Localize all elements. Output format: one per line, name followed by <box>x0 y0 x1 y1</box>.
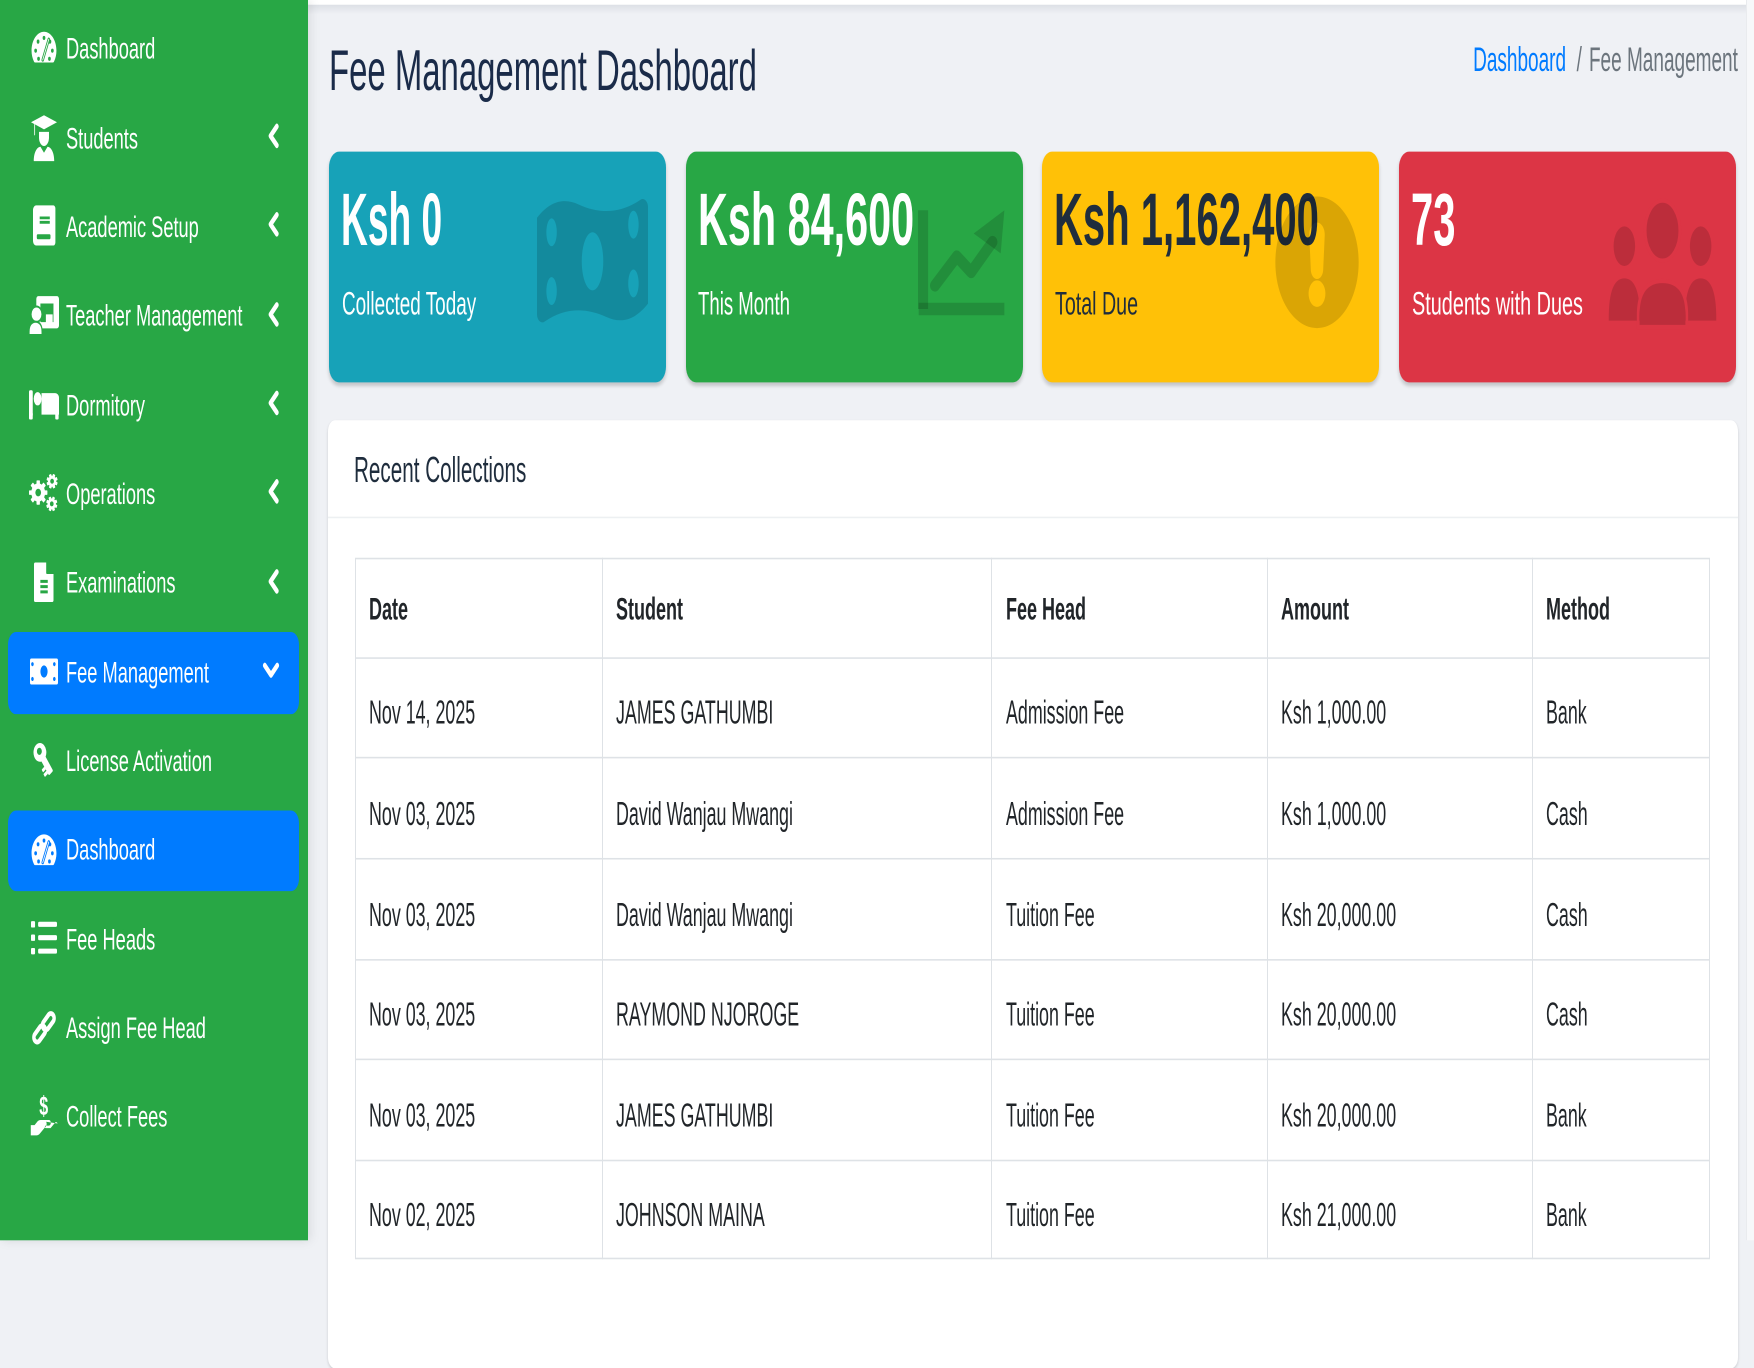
svg-text:$: $ <box>39 1090 48 1120</box>
